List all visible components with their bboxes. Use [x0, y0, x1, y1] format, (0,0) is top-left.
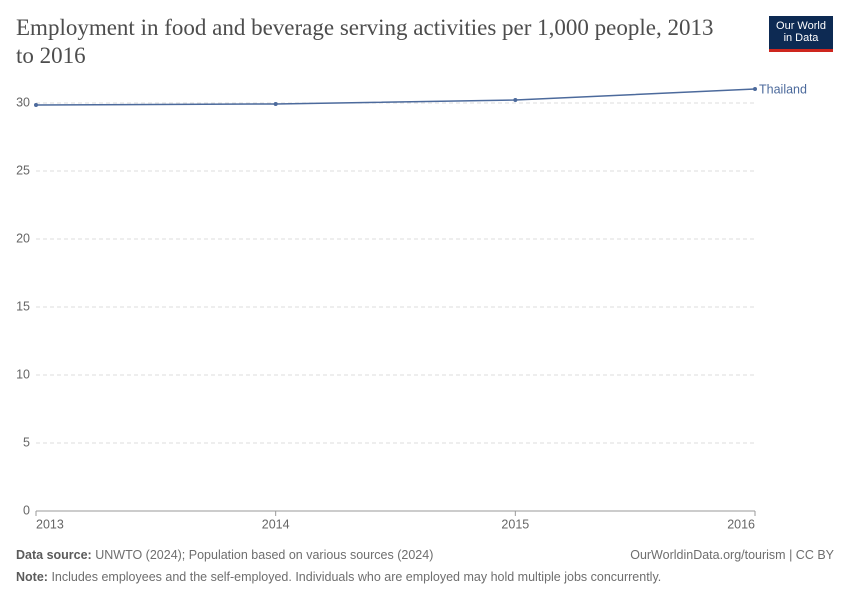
- chart-title: Employment in food and beverage serving …: [16, 15, 714, 68]
- source-label: Data source:: [16, 548, 92, 562]
- x-tick-label: 2014: [262, 517, 290, 531]
- y-tick-label: 0: [23, 503, 30, 517]
- y-tick-label: 15: [16, 299, 30, 313]
- y-tick-label: 10: [16, 367, 30, 381]
- logo-text: in Data: [783, 32, 819, 44]
- point: [753, 87, 757, 91]
- line: [35, 88, 756, 106]
- x-tick-label: 2016: [727, 517, 755, 531]
- point: [513, 98, 518, 103]
- logo-text: Our World: [776, 20, 826, 32]
- note: Note: Includes employees and the self-em…: [16, 570, 661, 584]
- point: [34, 103, 38, 108]
- x-tick-label: 2015: [501, 517, 529, 531]
- credit[interactable]: OurWorldinData.org/tourism | CC BY: [630, 548, 834, 562]
- series-label: Thailand: [759, 82, 807, 96]
- note-label: Note:: [16, 570, 48, 584]
- y-tick-label: 25: [16, 163, 30, 177]
- source-text: UNWTO (2024); Population based on variou…: [95, 548, 434, 562]
- y-tick-label: 5: [23, 435, 30, 449]
- y-tick-label: 30: [16, 95, 30, 109]
- logo[interactable]: Our World in Data: [769, 16, 833, 52]
- note-text: Includes employees and the self-employed…: [51, 570, 662, 584]
- source: Data source: UNWTO (2024); Population ba…: [16, 548, 433, 562]
- x-tick-label: 2013: [36, 517, 64, 531]
- y-tick-label: 20: [16, 231, 30, 245]
- point: [273, 101, 278, 106]
